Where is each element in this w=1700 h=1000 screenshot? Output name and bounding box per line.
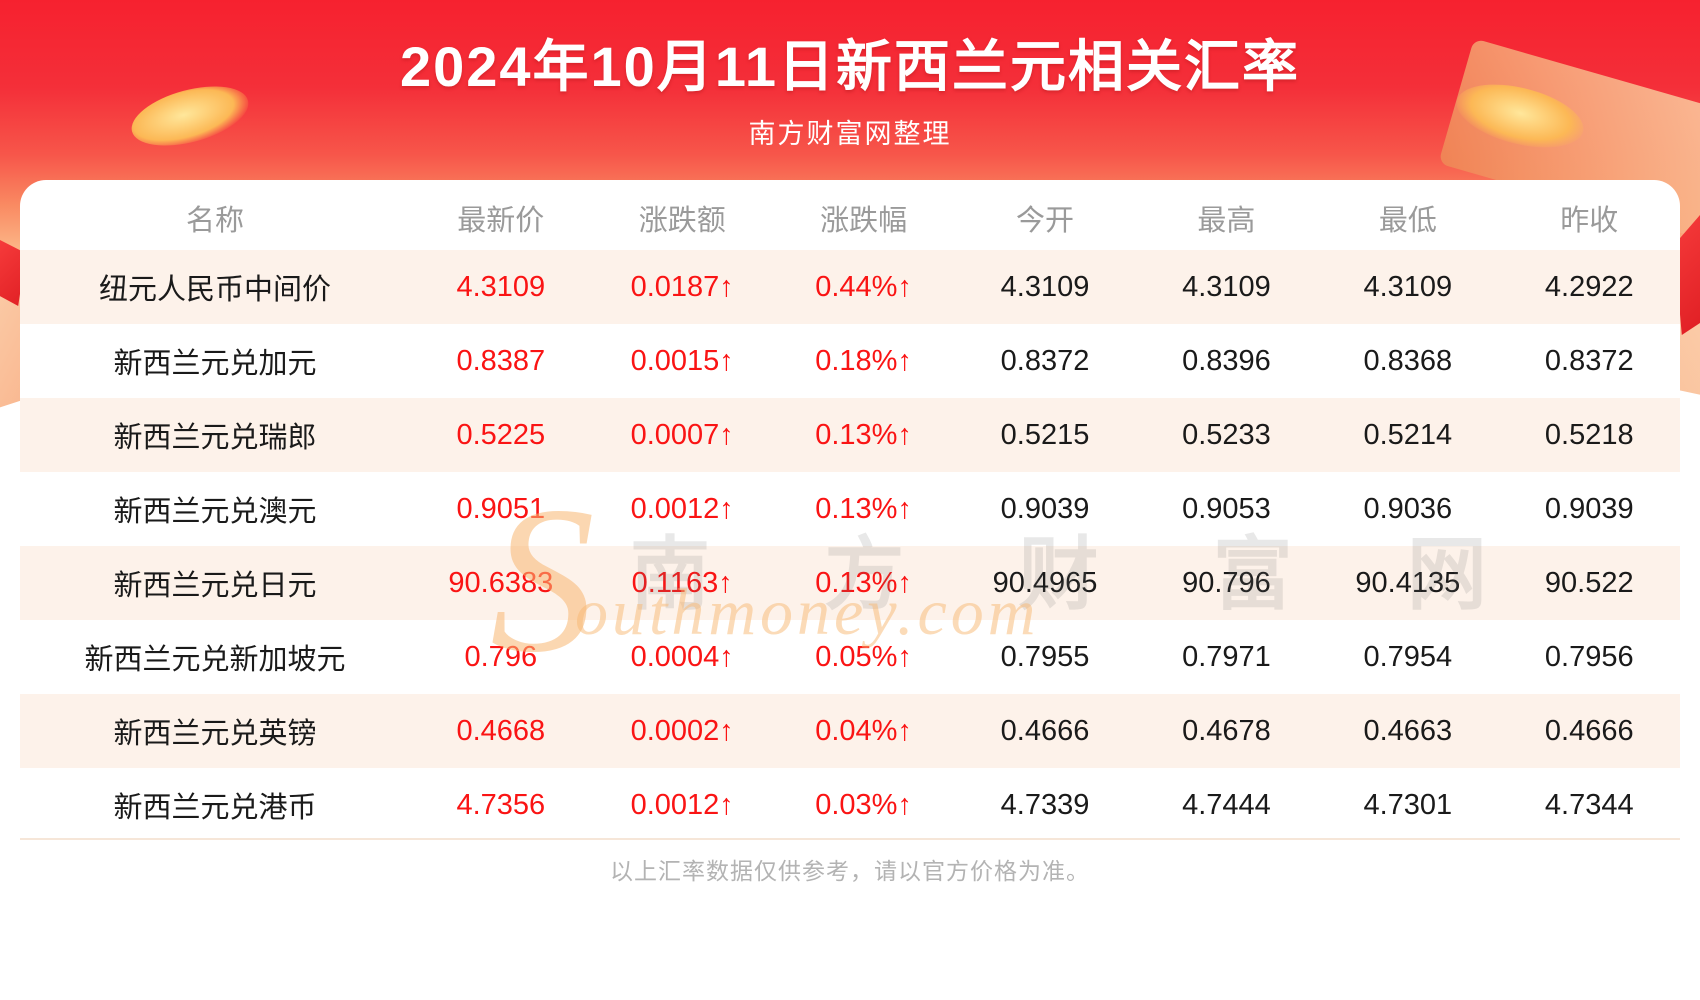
page-title: 2024年10月11日新西兰元相关汇率 [399, 35, 1301, 98]
cell-open: 0.5215 [954, 398, 1136, 472]
col-header-high: 最高 [1197, 205, 1256, 237]
cell-change-percent: 0.13%↑ [772, 398, 955, 472]
col-header-low: 最低 [1378, 205, 1437, 237]
cell-change-percent: 0.05%↑ [815, 640, 912, 673]
cell-high: 0.5233 [1135, 398, 1318, 472]
table-row: 新西兰元兑新加坡元 0.796 0.0004↑ 0.05%↑ 0.7955 0.… [20, 620, 1680, 694]
cell-open: 4.3109 [954, 250, 1136, 324]
cell-change-amount: 0.0012↑ [630, 492, 734, 525]
cell-high: 0.4678 [1135, 694, 1318, 768]
cell-latest-price: 0.5225 [410, 398, 592, 472]
col-header-latest: 最新价 [457, 205, 545, 237]
cell-latest-price: 0.8387 [456, 344, 546, 377]
rates-table: 名称 最新价 涨跌额 涨跌幅 今开 最高 最低 昨收 纽元人民币中间价 4.31… [20, 186, 1680, 842]
cell-prev-close: 0.9039 [1544, 492, 1634, 525]
cell-open: 0.4666 [954, 694, 1136, 768]
cell-low: 0.9036 [1363, 492, 1453, 525]
page-subtitle: 南方财富网整理 [748, 119, 952, 149]
cell-pair-name: 新西兰元兑澳元 [113, 496, 317, 528]
cell-change-amount: 0.0002↑ [591, 694, 773, 768]
col-header-name: 名称 [186, 205, 245, 237]
cell-open: 4.7339 [1000, 788, 1090, 821]
cell-high: 0.9053 [1182, 492, 1271, 525]
cell-open: 0.8372 [1000, 344, 1090, 377]
cell-change-amount: 0.0012↑ [630, 788, 734, 821]
cell-change-percent: 0.44%↑ [772, 250, 955, 324]
cell-high: 90.796 [1135, 546, 1318, 620]
cell-prev-close: 90.522 [1498, 546, 1680, 620]
cell-pair-name: 新西兰元兑日元 [20, 546, 411, 620]
table-row: 纽元人民币中间价 4.3109 0.0187↑ 0.44%↑ 4.3109 4.… [20, 250, 1680, 324]
cell-high: 4.7444 [1182, 788, 1271, 821]
table-row: 新西兰元兑日元 90.6383 0.1163↑ 0.13%↑ 90.4965 9… [20, 546, 1680, 620]
cell-pair-name: 新西兰元兑英镑 [20, 694, 411, 768]
table-row: 新西兰元兑澳元 0.9051 0.0012↑ 0.13%↑ 0.9039 0.9… [20, 472, 1680, 546]
table-row: 新西兰元兑英镑 0.4668 0.0002↑ 0.04%↑ 0.4666 0.4… [20, 694, 1680, 768]
cell-low: 0.7954 [1363, 640, 1453, 673]
cell-pair-name: 新西兰元兑新加坡元 [84, 644, 346, 676]
cell-open: 90.4965 [954, 546, 1136, 620]
cell-change-amount: 0.0015↑ [630, 344, 734, 377]
cell-prev-close: 0.5218 [1498, 398, 1680, 472]
footer-disclaimer: 以上汇率数据仅供参考，请以官方价格为准。 [610, 858, 1090, 884]
cell-latest-price: 4.3109 [410, 250, 592, 324]
cell-change-percent: 0.13%↑ [772, 546, 955, 620]
cell-change-percent: 0.18%↑ [815, 344, 912, 377]
table-row: 新西兰元兑港币 4.7356 0.0012↑ 0.03%↑ 4.7339 4.7… [20, 768, 1680, 842]
cell-latest-price: 0.4668 [410, 694, 592, 768]
footer-divider [20, 838, 1680, 840]
cell-low: 90.4135 [1317, 546, 1499, 620]
cell-high: 4.3109 [1135, 250, 1318, 324]
cell-pair-name: 新西兰元兑瑞郎 [20, 398, 411, 472]
cell-latest-price: 0.796 [464, 640, 538, 673]
rates-table-body: 纽元人民币中间价 4.3109 0.0187↑ 0.44%↑ 4.3109 4.… [20, 250, 1680, 842]
cell-latest-price: 90.6383 [410, 546, 592, 620]
cell-change-amount: 0.1163↑ [591, 546, 773, 620]
cell-change-amount: 0.0004↑ [630, 640, 734, 673]
cell-change-percent: 0.04%↑ [772, 694, 955, 768]
col-header-change-pct: 涨跌幅 [820, 205, 908, 237]
cell-high: 0.7971 [1182, 640, 1271, 673]
rates-card: 名称 最新价 涨跌额 涨跌幅 今开 最高 最低 昨收 纽元人民币中间价 4.31… [20, 180, 1680, 1000]
col-header-prev-close: 昨收 [1560, 205, 1619, 237]
cell-change-amount: 0.0007↑ [591, 398, 773, 472]
cell-low: 4.3109 [1317, 250, 1499, 324]
cell-prev-close: 0.4666 [1498, 694, 1680, 768]
cell-prev-close: 4.2922 [1498, 250, 1680, 324]
cell-low: 4.7301 [1363, 788, 1453, 821]
cell-open: 0.7955 [1000, 640, 1090, 673]
table-header-row: 名称 最新价 涨跌额 涨跌幅 今开 最高 最低 昨收 [20, 186, 1680, 250]
cell-pair-name: 纽元人民币中间价 [20, 250, 411, 324]
cell-change-amount: 0.0187↑ [591, 250, 773, 324]
col-header-open: 今开 [1016, 205, 1075, 237]
cell-open: 0.9039 [1000, 492, 1090, 525]
cell-prev-close: 0.8372 [1544, 344, 1634, 377]
cell-high: 0.8396 [1182, 344, 1271, 377]
table-row: 新西兰元兑加元 0.8387 0.0015↑ 0.18%↑ 0.8372 0.8… [20, 324, 1680, 398]
cell-change-percent: 0.03%↑ [815, 788, 912, 821]
cell-prev-close: 0.7956 [1544, 640, 1634, 673]
cell-low: 0.4663 [1317, 694, 1499, 768]
cell-latest-price: 0.9051 [456, 492, 546, 525]
table-row: 新西兰元兑瑞郎 0.5225 0.0007↑ 0.13%↑ 0.5215 0.5… [20, 398, 1680, 472]
cell-low: 0.8368 [1363, 344, 1453, 377]
cell-change-percent: 0.13%↑ [815, 492, 912, 525]
cell-pair-name: 新西兰元兑港币 [113, 792, 317, 824]
cell-latest-price: 4.7356 [456, 788, 546, 821]
cell-low: 0.5214 [1317, 398, 1499, 472]
cell-pair-name: 新西兰元兑加元 [113, 348, 317, 380]
col-header-change: 涨跌额 [638, 205, 726, 237]
cell-prev-close: 4.7344 [1544, 788, 1634, 821]
